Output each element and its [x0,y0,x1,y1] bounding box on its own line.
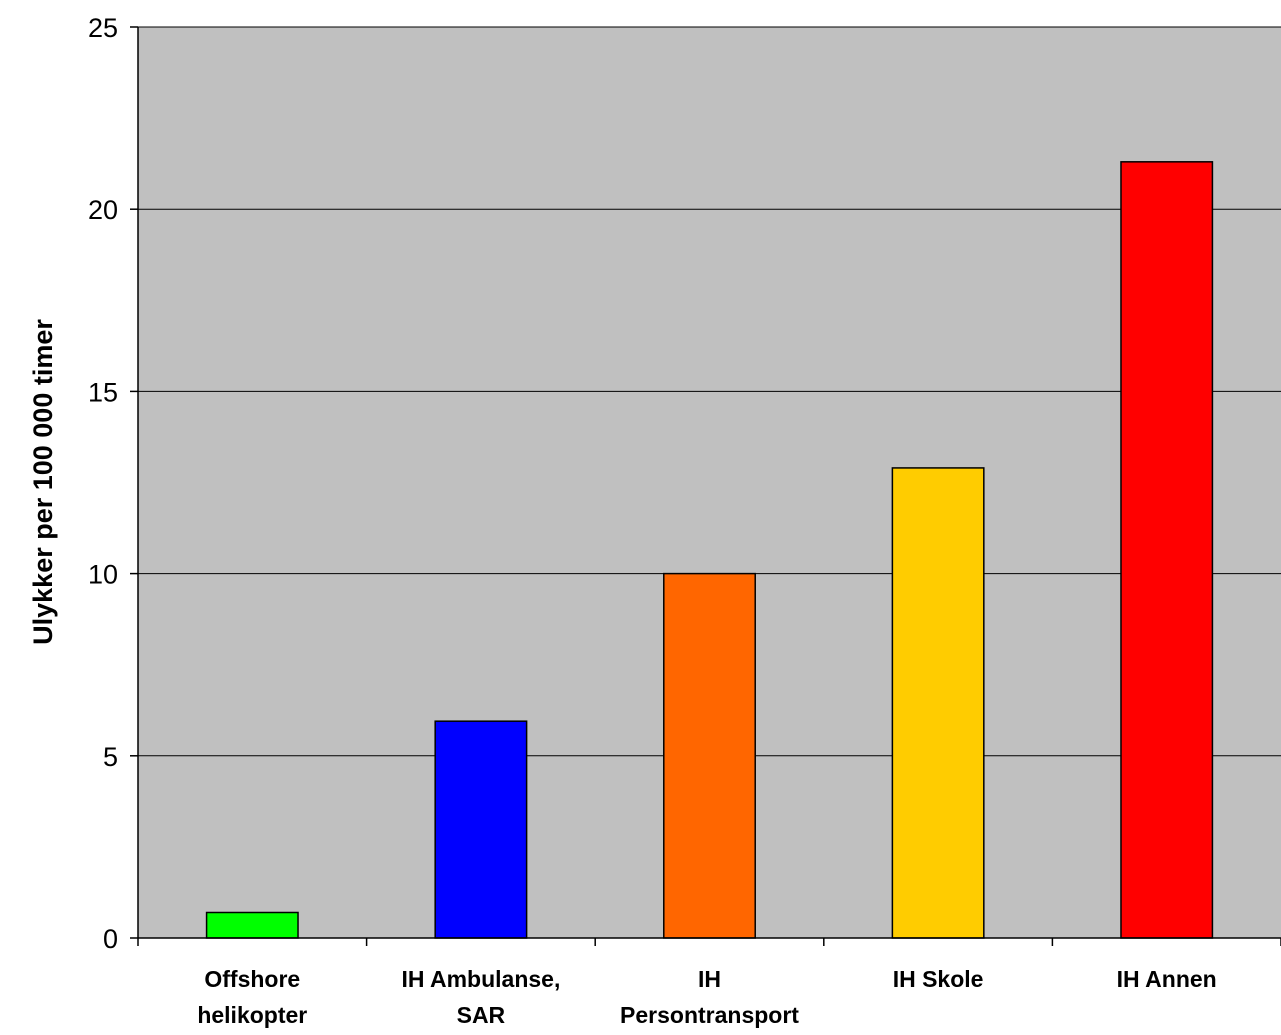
x-category-label: helikopter [197,1002,307,1028]
x-category-label: IH Annen [1117,966,1217,992]
x-category-label: Persontransport [620,1002,799,1028]
bars [205,161,1214,939]
x-category-label: IH Ambulanse, [401,966,560,992]
y-tick-label: 0 [103,924,118,954]
y-tick-label: 20 [88,195,118,225]
y-tick-label: 10 [88,560,118,590]
y-axis-title: Ulykker per 100 000 timer [28,319,58,645]
bar [663,572,756,939]
x-category-label: IH Skole [893,966,984,992]
y-tick-label: 25 [88,13,118,43]
x-category-label: IH [698,966,721,992]
x-category-label: Offshore [204,966,300,992]
bar [434,720,528,939]
bar [891,467,985,939]
y-tick-label: 5 [103,742,118,772]
x-ticks: Offshore helikopter IH Ambulanse, SAR IH Pers… [137,938,1281,1028]
bar [205,911,299,939]
x-category-label: SAR [457,1002,506,1028]
y-tick-label: 15 [88,377,118,407]
y-ticks: 0 5 10 15 20 25 [88,13,138,954]
bar [1120,161,1214,939]
